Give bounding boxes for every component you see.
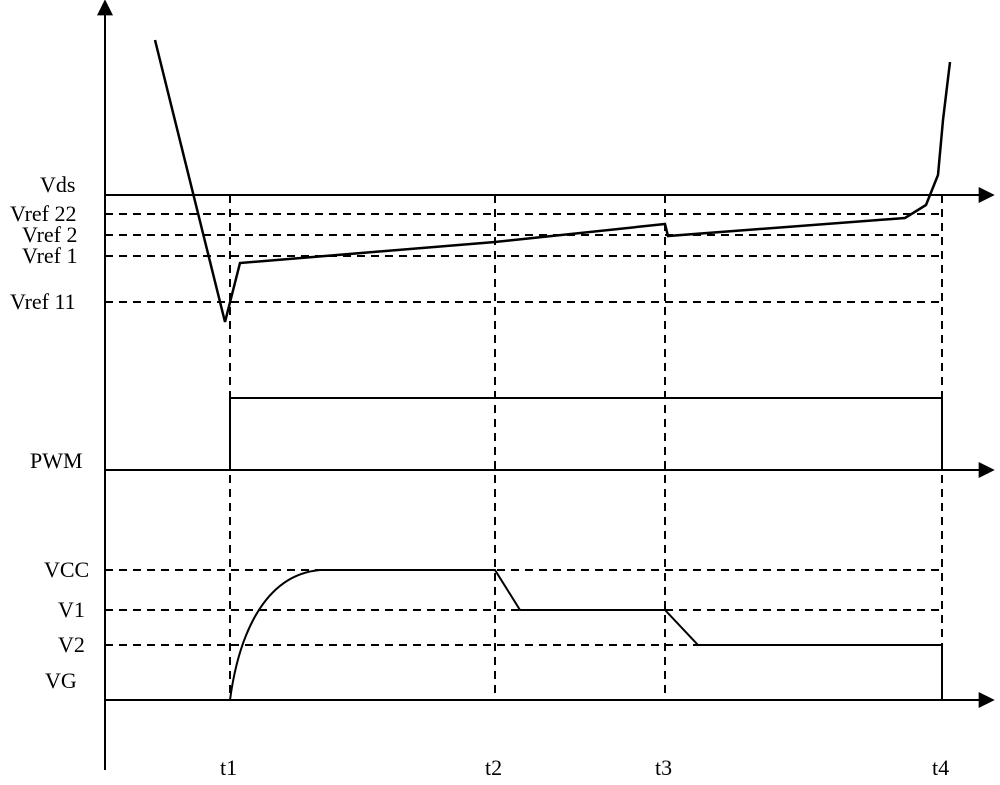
- axes-group: [105, 14, 980, 770]
- t4-label: t4: [932, 755, 949, 781]
- vg-axis-label: VG: [45, 668, 77, 694]
- t1-label: t1: [220, 755, 237, 781]
- pwm-axis-label: PWM: [30, 448, 83, 474]
- v2-label: V2: [58, 632, 85, 658]
- pwm-curve: [105, 398, 942, 470]
- signal-curves-group: [105, 40, 950, 700]
- timing-diagram: [0, 0, 1000, 785]
- vds-axis-label: Vds: [40, 172, 75, 198]
- vref11-label: Vref 11: [10, 289, 76, 315]
- vcc-label: VCC: [44, 557, 89, 583]
- t3-label: t3: [655, 755, 672, 781]
- vds-curve: [155, 40, 950, 322]
- v1-label: V1: [58, 597, 85, 623]
- vref1-label: Vref 1: [22, 243, 77, 269]
- t2-label: t2: [485, 755, 502, 781]
- vg-curve: [230, 570, 942, 700]
